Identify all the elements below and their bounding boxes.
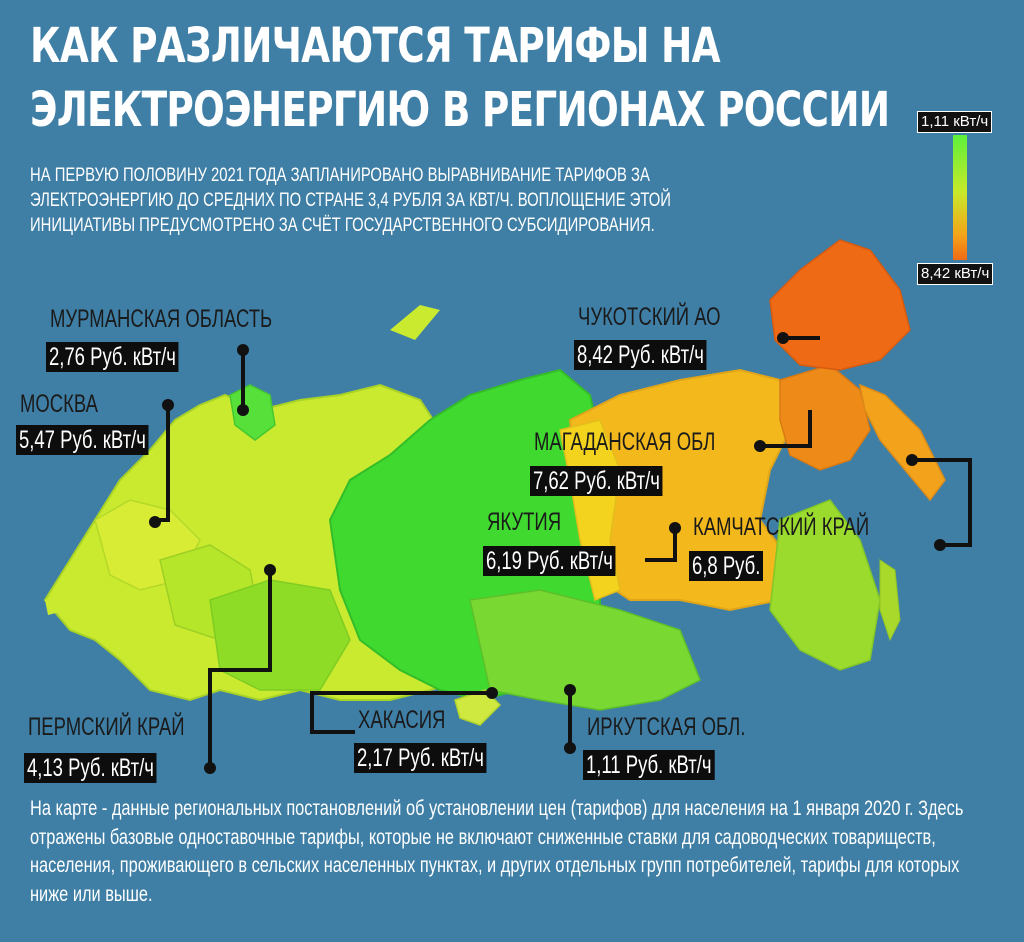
irkutsk-dot-b [564,742,576,754]
perm-dot-b [204,762,216,774]
kamchatka-dot-a [906,454,918,466]
region-name-yakutia: ЯКУТИЯ [487,508,562,536]
map-novaya-zemlya [390,305,440,340]
region-name-khakassia: ХАКАСИЯ [358,706,446,734]
magadan-dot [754,440,766,452]
perm-line [208,570,272,768]
map-kaliningrad-region [45,598,60,615]
callout-lines [155,336,972,768]
moscow-dot-a [162,399,174,411]
region-name-murmansk: МУРМАНСКАЯ ОБЛАСТЬ [50,305,273,333]
callout-dots [149,332,946,774]
moscow-dot-b [149,516,161,528]
map-sakhalin-region [879,559,901,642]
legend-max-label: 8,42 кВт/ч [917,263,994,285]
region-value-moscow: 5,47 Руб. кВт/ч [16,425,149,455]
region-value-murmansk: 2,76 Руб. кВт/ч [46,342,179,372]
region-name-moscow: МОСКВА [20,390,99,418]
subtitle: НА ПЕРВУЮ ПОЛОВИНУ 2021 ГОДА ЗАПЛАНИРОВА… [30,165,671,236]
region-value-yakutia: 6,19 Руб. кВт/ч [483,546,616,576]
yakutia-dot [669,522,681,534]
region-name-magadan: МАГАДАНСКАЯ ОБЛ [534,428,716,456]
map-chukotka-region [769,239,911,371]
region-name-kamchatka: КАМЧАТСКИЙ КРАЙ [693,513,870,541]
murmansk-dot-b [237,404,249,416]
region-value-irkutsk: 1,11 Руб. кВт/ч [583,750,715,780]
khakassia-line [310,691,492,734]
region-value-khakassia: 2,17 Руб. кВт/ч [354,743,487,773]
region-value-perm: 4,13 Руб. кВт/ч [24,753,157,783]
yakutia-line [645,530,677,562]
region-name-perm: ПЕРМСКИЙ КРАЙ [28,713,185,741]
footnote: На карте - данные региональных постановл… [30,797,964,906]
map-kamchatka-region [858,383,946,502]
map-urals-region [209,579,351,691]
region-value-chukotka: 8,42 Руб. кВт/ч [574,340,707,370]
magadan-line [760,410,812,448]
legend-gradient-bar [953,135,967,260]
region-name-irkutsk: ИРКУТСКАЯ ОБЛ. [587,713,746,741]
map-magadan-region [779,364,871,471]
kamchatka-line [912,458,972,547]
legend-min-label: 1,11 кВт/ч [917,111,993,133]
title-line-1: КАК РАЗЛИЧАЮТСЯ ТАРИФЫ НА [30,18,721,74]
region-value-magadan: 7,62 Руб. кВт/ч [530,466,663,496]
map-siberia-south [469,589,701,711]
kamchatka-dot-b [934,539,946,551]
murmansk-dot-a [237,344,249,356]
region-name-chukotka: ЧУКОТСКИЙ АО [578,303,721,331]
perm-dot-a [264,564,276,576]
map-khabarovsk-region [769,499,881,671]
khakassia-dot [486,687,498,699]
color-legend: 1,11 кВт/ч 8,42 кВт/ч [917,111,1001,291]
region-value-kamchatka: 6,8 Руб. [689,551,764,581]
irkutsk-dot-a [564,684,576,696]
chukotka-dot [777,332,789,344]
